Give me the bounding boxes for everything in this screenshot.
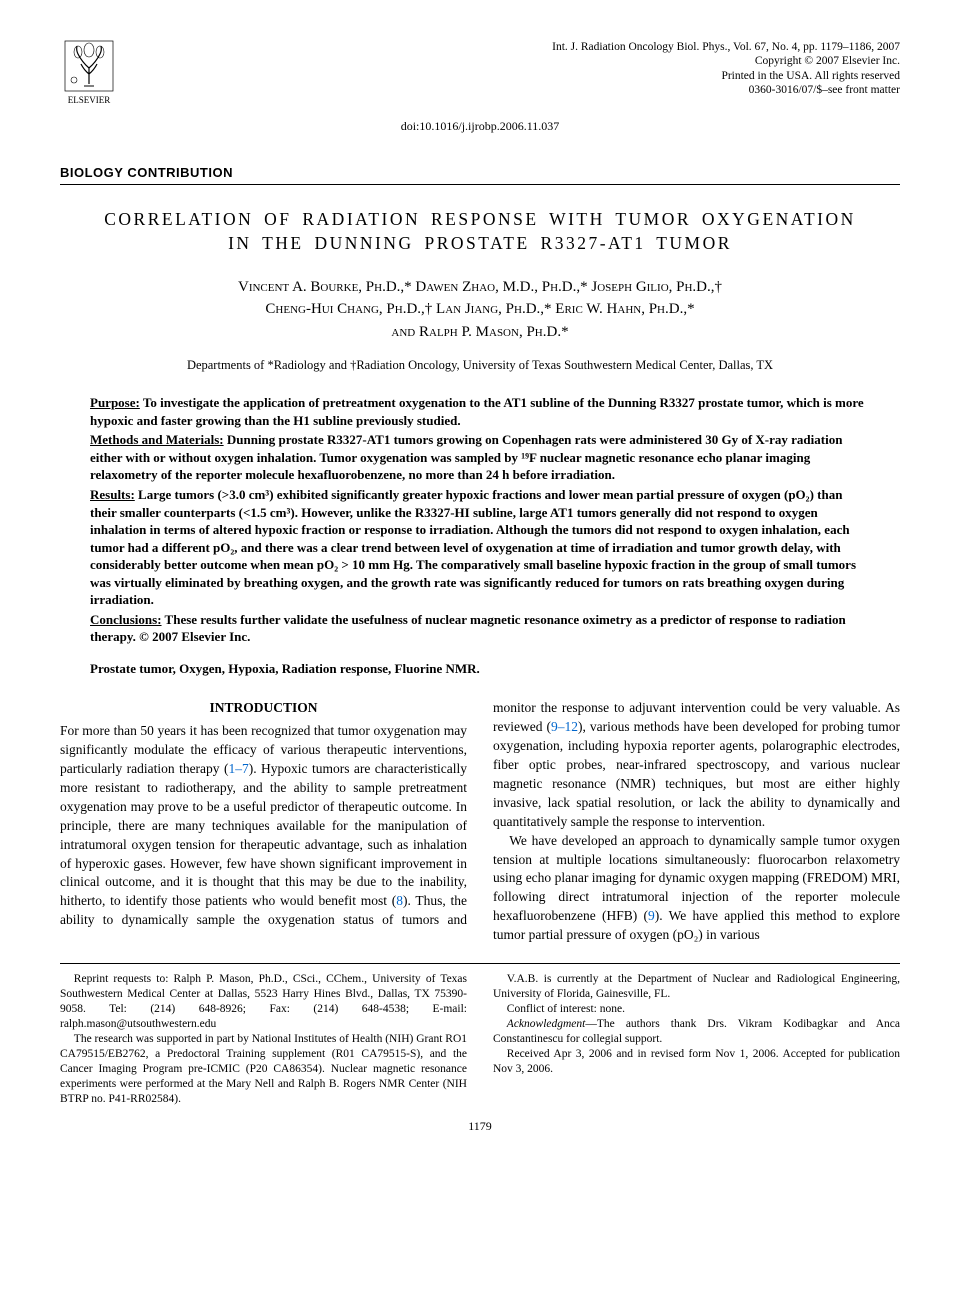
conflict-of-interest: Conflict of interest: none.	[493, 1002, 900, 1017]
footnote-separator	[60, 963, 900, 964]
ack-label: Acknowledgment	[507, 1018, 586, 1030]
publisher-name: ELSEVIER	[68, 95, 111, 105]
ref-link-8[interactable]: 8	[396, 893, 403, 908]
ref-link-1-7[interactable]: 1–7	[228, 761, 248, 776]
title-line-2: IN THE DUNNING PROSTATE R3327-AT1 TUMOR	[228, 233, 732, 253]
publisher-logo: ELSEVIER	[60, 40, 118, 106]
acknowledgment: Acknowledgment—The authors thank Drs. Vi…	[493, 1017, 900, 1047]
reprint-requests: Reprint requests to: Ralph P. Mason, Ph.…	[60, 972, 467, 1032]
results-label: Results:	[90, 487, 135, 502]
article-title: CORRELATION OF RADIATION RESPONSE WITH T…	[60, 207, 900, 256]
abstract: Purpose: To investigate the application …	[90, 394, 870, 646]
methods-label: Methods and Materials:	[90, 432, 224, 447]
section-rule	[60, 184, 900, 185]
purpose-text: To investigate the application of pretre…	[90, 395, 864, 428]
ref-link-9-12[interactable]: 9–12	[551, 719, 578, 734]
received-dates: Received Apr 3, 2006 and in revised form…	[493, 1047, 900, 1077]
authors-line-3: and Ralph P. Mason, Ph.D.*	[391, 324, 568, 340]
conclusions-label: Conclusions:	[90, 612, 162, 627]
journal-reference: Int. J. Radiation Oncology Biol. Phys., …	[552, 40, 900, 54]
authors-line-1: Vincent A. Bourke, Ph.D.,* Dawen Zhao, M…	[238, 279, 722, 295]
section-label: BIOLOGY CONTRIBUTION	[60, 164, 900, 182]
journal-metadata: Int. J. Radiation Oncology Biol. Phys., …	[552, 40, 900, 98]
results-text: Large tumors (>3.0 cm³) exhibited signif…	[90, 487, 856, 607]
intro-paragraph-2: We have developed an approach to dynamic…	[493, 832, 900, 945]
printed-line: Printed in the USA. All rights reserved	[552, 69, 900, 83]
authors: Vincent A. Bourke, Ph.D.,* Dawen Zhao, M…	[60, 276, 900, 344]
footnotes: Reprint requests to: Ralph P. Mason, Ph.…	[60, 972, 900, 1106]
page-header: ELSEVIER Int. J. Radiation Oncology Biol…	[60, 40, 900, 106]
body-text: INTRODUCTION For more than 50 years it h…	[60, 699, 900, 945]
affiliation: Departments of *Radiology and †Radiation…	[60, 357, 900, 374]
conclusions-text: These results further validate the usefu…	[90, 612, 846, 645]
purpose-label: Purpose:	[90, 395, 140, 410]
author-note-vab: V.A.B. is currently at the Department of…	[493, 972, 900, 1002]
authors-line-2: Cheng-Hui Chang, Ph.D.,† Lan Jiang, Ph.D…	[265, 301, 694, 317]
title-line-1: CORRELATION OF RADIATION RESPONSE WITH T…	[104, 209, 856, 229]
page-number: 1179	[60, 1118, 900, 1134]
elsevier-tree-icon	[64, 40, 114, 92]
keywords: Prostate tumor, Oxygen, Hypoxia, Radiati…	[90, 660, 870, 678]
introduction-heading: INTRODUCTION	[60, 699, 467, 718]
copyright-line: Copyright © 2007 Elsevier Inc.	[552, 54, 900, 68]
doi: doi:10.1016/j.ijrobp.2006.11.037	[60, 118, 900, 134]
ref-link-9[interactable]: 9	[648, 908, 655, 923]
funding-support: The research was supported in part by Na…	[60, 1032, 467, 1107]
issn-line: 0360-3016/07/$–see front matter	[552, 83, 900, 97]
